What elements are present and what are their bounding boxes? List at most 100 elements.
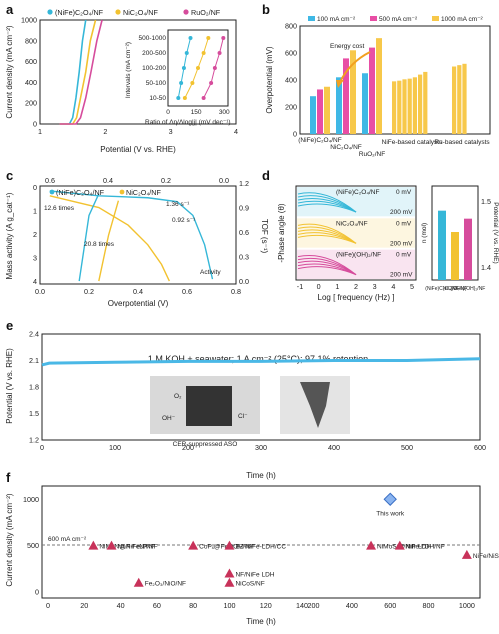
panel-a-inset-point [209, 81, 214, 85]
panel-f-ytick: 0 [35, 588, 39, 597]
panel-c-toptick: 0.2 [161, 176, 171, 185]
panel-a-xtick: 4 [234, 127, 238, 136]
panel-a-inset-ytick: 200-500 [142, 50, 166, 57]
panel-b-bar [310, 96, 316, 134]
panel-c-toptick: 0.0 [219, 176, 229, 185]
panel-a-inset-point [201, 96, 206, 100]
panel-c-curve [49, 195, 170, 282]
panel-b-arrowhead [336, 80, 344, 88]
panel-a-inset-point [217, 51, 222, 55]
panel-f-xtick: 800 [423, 601, 435, 610]
panel-letter-f: f [6, 470, 11, 485]
panel-b-bar [343, 58, 349, 134]
panel-b-legend-label: 1000 mA cm⁻² [441, 16, 484, 23]
panel-e-ytick: 1.5 [29, 409, 39, 418]
panel-f-point [224, 568, 235, 578]
panel-b-ytick: 200 [285, 103, 297, 112]
panel-d-subpanel-top: 0 mV [396, 252, 412, 259]
panel-d-side-xtick: (NiFe)(OH)₂/NF [451, 286, 486, 292]
panel-d-side-y2tick: 1.4 [481, 263, 491, 272]
panel-a-inset-point [184, 51, 189, 55]
panel-f-point-label: NiIr-LDH [406, 544, 432, 551]
panel-f-xtick: 60 [153, 601, 161, 610]
panel-c-annotation: 1.36 s⁻¹ [166, 201, 190, 208]
panel-letter-e: e [6, 318, 13, 333]
panel-d-side-ylabel: n (mol) [421, 223, 428, 243]
panel-e-inset-electrode [300, 382, 330, 428]
panel-e-ytick: 2.1 [29, 356, 39, 365]
panel-c-xtick: 0.8 [231, 287, 241, 296]
panel-e-ytick: 2.4 [29, 330, 39, 339]
panel-a-inset-ytick: 500-1000 [139, 35, 167, 42]
panel-f-xtick: 120 [260, 601, 272, 610]
panel-d-side-bar [464, 218, 472, 280]
panel-a-inset-point [181, 66, 186, 70]
panel-c-legend-label: NiC₂O₄/NF [126, 188, 161, 197]
panel-b-ru-bar [462, 63, 467, 134]
panel-e-xtick: 0 [40, 443, 44, 452]
panel-d-subpanel-label: (NiFe)C₂O₄/NF [336, 189, 379, 196]
panel-d-frame [295, 185, 417, 281]
panel-a-xlabel: Potential (V vs. RHE) [100, 145, 176, 154]
panel-d-subpanel-label: (NiFe)(OH)₂/NF [336, 252, 381, 259]
panel-b-nife-bar [397, 80, 402, 134]
panel-b-xtick: (NiFe)C₂O₄/NF [298, 137, 341, 144]
panel-a-inset-ytick: 10-50 [149, 95, 166, 102]
panel-a-xtick: 1 [38, 127, 42, 136]
panel-c-toptick: 0.4 [103, 176, 113, 185]
panel-b-ytick: 800 [285, 22, 297, 31]
panel-f-threshold-label: 600 mA cm⁻² [48, 536, 87, 543]
panel-b-bar [336, 77, 342, 134]
panel-b-legend-label: 500 mA cm⁻² [379, 16, 418, 23]
panel-d-xtick: -1 [297, 282, 303, 291]
panel-e-cl: Cl⁻ [238, 413, 248, 420]
panel-f-xtick: 200 [308, 601, 320, 610]
panel-letter-d: d [262, 168, 270, 183]
panel-c-xtick: 0.0 [35, 287, 45, 296]
panel-f-point [106, 540, 117, 550]
panel-a-inset-point [212, 66, 217, 70]
panel-b-nife-bar [418, 74, 423, 134]
panel-b-bar [369, 47, 375, 134]
panel-f-xtick: 140 [296, 601, 308, 610]
panel-c-frame [39, 185, 237, 285]
panel-b-bar [376, 38, 382, 134]
panel-f-xtick: 400 [346, 601, 358, 610]
panel-letter-c: c [6, 168, 13, 183]
panel-c: (NiFe)C₂O₄/NF NiC₂O₄/NF 12.6 times 20.8 tim… [5, 176, 269, 308]
panel-a-inset-point [221, 36, 226, 40]
panel-f-xtick: 80 [189, 601, 197, 610]
panel-a-inset-frame [167, 29, 229, 107]
panel-d-side-xtick: (NiFe)C₂O₄/NF [425, 286, 458, 292]
panel-f-xtick: 0 [46, 601, 50, 610]
panel-e-xtick: 200 [182, 443, 194, 452]
panel-b-bar [324, 86, 330, 134]
panel-f-ylabel: Current density (mA cm⁻²) [5, 493, 14, 586]
panel-c-ytick: 1 [33, 207, 37, 216]
panel-a-legend-marker [115, 9, 121, 15]
panel-c-xtick: 0.6 [182, 287, 192, 296]
panel-a-inset-point [182, 96, 187, 100]
panel-c-y2tick: 0.9 [239, 204, 249, 213]
panel-b-ytick: 0 [293, 130, 297, 139]
panel-b-xtick: NiC₂O₄/NF [330, 144, 362, 151]
panel-letter-b: b [262, 2, 270, 17]
panel-c-y2tick: 0.6 [239, 228, 249, 237]
panel-c-y2tick: 0.3 [239, 253, 249, 262]
panel-a-inset-xtick: 300 [219, 109, 230, 116]
panel-b-legend: 100 mA cm⁻² 500 mA cm⁻² 1000 mA cm⁻² [308, 16, 484, 23]
panel-f-xtick: 600 [384, 601, 396, 610]
panel-f-xtick: 20 [80, 601, 88, 610]
panel-a-legend-label: (NiFe)C₂O₄/NF [55, 8, 104, 17]
panel-b-ytick: 400 [285, 76, 297, 85]
panel-f-point-label: NiMoSₓ@NiFe-LDH/NF [377, 544, 445, 551]
panel-c-legend-label: (NiFe)C₂O₄/NF [56, 188, 105, 197]
panel-b-ru-bar [452, 66, 457, 134]
panel-e-xlabel: Time (h) [246, 471, 276, 480]
panel-b-bar [350, 50, 356, 134]
panel-f-point [366, 540, 377, 550]
panel-f-point [394, 540, 405, 550]
panel-a-frame [39, 19, 237, 125]
panel-c-curve [49, 190, 214, 280]
